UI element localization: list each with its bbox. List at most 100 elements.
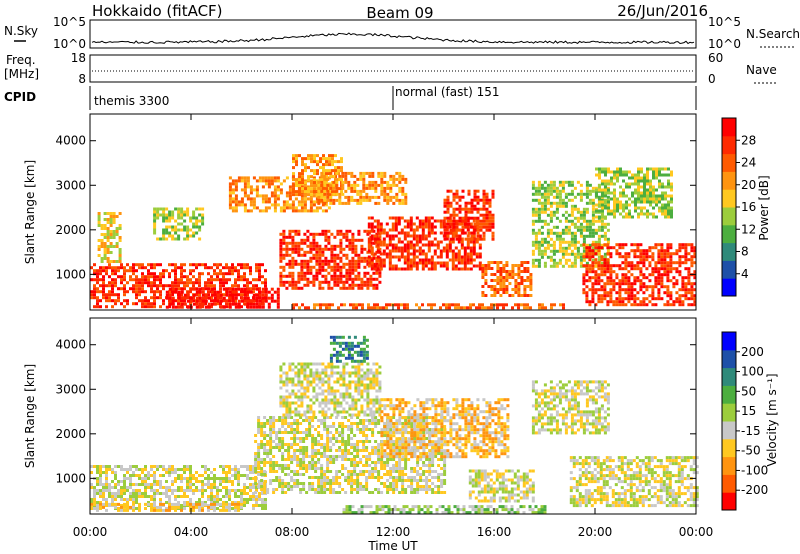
power-region	[531, 180, 610, 268]
velocity-colorbar-tick: 100	[741, 365, 764, 379]
nsky-tick-bottom: 10^0	[53, 37, 86, 51]
xtick-label: 00:00	[679, 525, 714, 539]
velocity-region	[380, 398, 510, 459]
xtick-label: 16:00	[477, 525, 512, 539]
nsearch-tick-bottom: 10^0	[708, 37, 741, 51]
velocity-colorbar-segment	[722, 492, 736, 511]
freq-tick-bottom: 8	[78, 72, 86, 86]
date-title: 26/Jun/2016	[617, 2, 708, 20]
power-colorbar-tick: 12	[741, 222, 756, 236]
velocity-colorbar-segment	[722, 385, 736, 404]
power-region	[317, 171, 408, 205]
velocity-panel: 1000 2000 3000 4000 00:00 04:00 08:00 12:00 16:…	[23, 317, 714, 553]
velocity-colorbar-tick: 50	[741, 384, 756, 398]
power-region	[481, 261, 533, 297]
power-colorbar-segment	[722, 207, 736, 226]
velocity-region	[468, 469, 535, 503]
power-colorbar-segment	[722, 118, 736, 137]
velocity-colorbar-tick: -15	[741, 424, 761, 438]
freq-label: Freq.	[6, 53, 36, 67]
power-ytick-label: 2000	[55, 223, 86, 237]
power-region	[443, 189, 495, 241]
power-region	[595, 167, 673, 219]
velocity-colorbar-tick: -100	[741, 463, 768, 477]
xtick-label: 20:00	[578, 525, 613, 539]
nsky-trace	[91, 32, 695, 45]
velocity-colorbar-segment	[722, 367, 736, 386]
velocity-region	[569, 456, 699, 508]
power-ytick-label: 3000	[55, 178, 86, 192]
freq-strip: Freq. [MHz] 18 8 60 0 Nave	[4, 51, 777, 86]
nsky-tick-top: 10^5	[53, 15, 86, 29]
velocity-ytick-label: 4000	[55, 338, 86, 352]
velocity-colorbar-segment	[722, 349, 736, 369]
power-region	[165, 287, 280, 309]
nsearch-label: N.Search	[746, 27, 800, 41]
power-ytick-label: 1000	[55, 267, 86, 281]
power-colorbar-segment	[722, 260, 736, 279]
velocity-colorbar-tick: -200	[741, 483, 768, 497]
power-region	[292, 303, 565, 310]
xtick-label: 12:00	[376, 525, 411, 539]
power-colorbar-segment	[722, 224, 736, 244]
xtick-label: 08:00	[275, 525, 310, 539]
nave-tick-top: 60	[708, 51, 723, 65]
power-colorbar-tick: 16	[741, 200, 756, 214]
velocity-colorbar-segment	[722, 403, 736, 422]
velocity-data	[90, 335, 699, 515]
nave-label: Nave	[746, 63, 777, 77]
velocity-colorbar-label: Velocity [m s⁻¹]	[765, 373, 779, 466]
velocity-colorbar-segment	[722, 438, 736, 458]
cpid-strip: CPID themis 3300 normal (fast) 151	[4, 85, 697, 110]
freq-unit-label: [MHz]	[4, 67, 39, 81]
velocity-region	[279, 362, 382, 417]
xtick-label: 00:00	[73, 525, 108, 539]
power-colorbar-segment	[722, 242, 736, 261]
power-colorbar-segment	[722, 278, 736, 297]
beam-title: Beam 09	[366, 4, 433, 22]
power-colorbar-label: Power [dB]	[757, 175, 771, 240]
power-region	[97, 212, 122, 263]
power-panel: 1000 2000 3000 4000 Slant Range [km]	[23, 113, 697, 311]
cpid-segment-themis: themis 3300	[94, 94, 169, 108]
power-colorbar-segment	[722, 135, 736, 155]
freq-tick-top: 18	[71, 51, 86, 65]
velocity-ylabel: Slant Range [km]	[23, 364, 37, 468]
power-colorbar-segment	[722, 153, 736, 172]
velocity-colorbar-segment	[722, 474, 736, 493]
power-colorbar-segment	[722, 171, 736, 190]
nsky-label: N.Sky	[4, 24, 38, 38]
power-colorbar-tick: 24	[741, 156, 756, 170]
velocity-ytick-label: 2000	[55, 427, 86, 441]
velocity-colorbar-tick: 15	[741, 404, 756, 418]
power-colorbar-segment	[722, 189, 736, 208]
xaxis-label: Time UT	[367, 539, 418, 553]
velocity-colorbar-tick: 200	[741, 345, 764, 359]
nsearch-tick-top: 10^5	[708, 15, 741, 29]
power-colorbar-tick: 8	[741, 245, 749, 259]
power-ylabel: Slant Range [km]	[23, 160, 37, 264]
power-region	[279, 229, 382, 290]
velocity-colorbar-segment	[722, 456, 736, 475]
nsky-strip: N.Sky 10^5 10^0 10^5 10^0 N.Search	[4, 15, 800, 51]
xtick-label: 04:00	[174, 525, 209, 539]
power-data	[90, 154, 697, 310]
power-colorbar: 4 8 12 16 20 24 28 Power [dB]	[721, 117, 771, 297]
cpid-label: CPID	[4, 90, 36, 104]
power-colorbar-tick: 20	[741, 178, 756, 192]
power-ytick-label: 4000	[55, 134, 86, 148]
power-region	[582, 243, 697, 307]
velocity-region	[329, 335, 369, 363]
velocity-region	[531, 380, 610, 435]
velocity-ytick-label: 1000	[55, 471, 86, 485]
velocity-colorbar-tick: -50	[741, 444, 761, 458]
power-colorbar-tick: 28	[741, 133, 756, 147]
power-region	[153, 207, 205, 241]
power-colorbar-tick: 4	[741, 267, 749, 281]
velocity-region	[342, 505, 547, 515]
station-title: Hokkaido (fitACF)	[92, 2, 223, 20]
nave-tick-bottom: 0	[708, 72, 716, 86]
velocity-ytick-label: 3000	[55, 382, 86, 396]
velocity-colorbar: -200 -100 -50 -15 15 50 100 200 Velocity [m s⁻¹…	[721, 331, 779, 511]
